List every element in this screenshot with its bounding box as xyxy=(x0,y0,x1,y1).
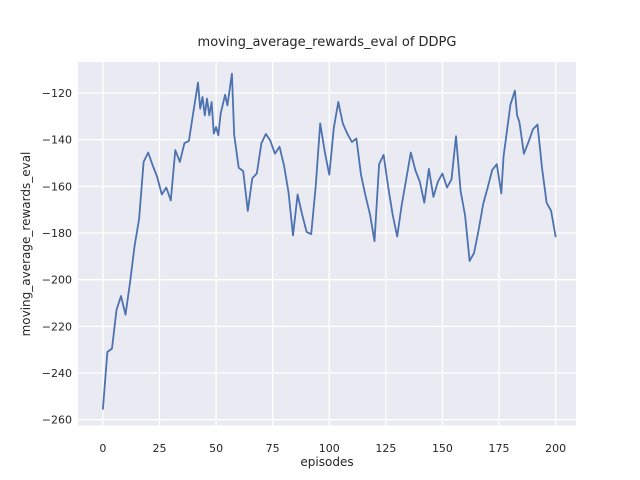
svg-text:−120: −120 xyxy=(42,87,72,100)
svg-text:100: 100 xyxy=(319,442,340,455)
svg-text:−260: −260 xyxy=(42,414,72,427)
svg-text:75: 75 xyxy=(266,442,280,455)
svg-text:−140: −140 xyxy=(42,134,72,147)
x-axis-label: episodes xyxy=(300,455,354,469)
svg-text:150: 150 xyxy=(432,442,453,455)
axes-background xyxy=(78,62,576,426)
chart-title: moving_average_rewards_eval of DDPG xyxy=(197,35,457,50)
svg-text:50: 50 xyxy=(209,442,223,455)
svg-text:−180: −180 xyxy=(42,227,72,240)
gridlines xyxy=(78,62,576,426)
y-axis-label: moving_average_rewards_eval xyxy=(19,151,33,337)
svg-text:25: 25 xyxy=(152,442,166,455)
y-tick-labels: −260 −240 −220 −200 −180 −160 −140 −120 xyxy=(42,87,72,427)
svg-text:−160: −160 xyxy=(42,180,72,193)
data-line xyxy=(102,72,557,410)
svg-text:200: 200 xyxy=(545,442,566,455)
svg-text:175: 175 xyxy=(489,442,510,455)
svg-text:−240: −240 xyxy=(42,367,72,380)
svg-text:−200: −200 xyxy=(42,274,72,287)
svg-text:125: 125 xyxy=(375,442,396,455)
svg-text:−220: −220 xyxy=(42,320,72,333)
svg-text:0: 0 xyxy=(99,442,106,455)
x-tick-labels: 0 25 50 75 100 125 150 175 200 xyxy=(99,442,566,455)
